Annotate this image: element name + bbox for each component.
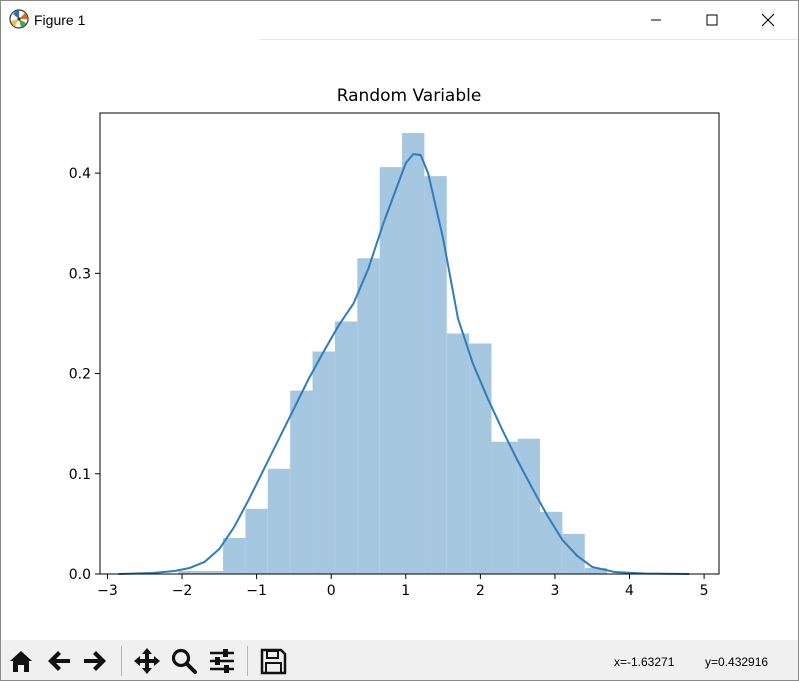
histogram-bars <box>178 133 608 574</box>
maximize-icon <box>706 14 718 26</box>
cursor-y-coordinate: y=0.432916 <box>705 655 769 669</box>
x-tick-label: 1 <box>401 583 410 599</box>
kde-curve <box>118 153 690 575</box>
x-tick-label: −2 <box>172 583 193 599</box>
close-icon <box>761 13 775 27</box>
configure-subplots-button[interactable] <box>206 645 238 677</box>
histogram-bar-9 <box>402 133 425 574</box>
home-icon <box>10 651 32 672</box>
histogram-chart[interactable]: Random Variable −3 −2 −1 0 1 2 3 4 5 0.00.10.20.… <box>1 40 798 640</box>
x-tick-label: 5 <box>700 583 709 599</box>
histogram-bar-12 <box>469 343 492 574</box>
home-button[interactable] <box>5 645 37 677</box>
x-tick-label: 2 <box>476 583 485 599</box>
navigation-toolbar: x=-1.63271 y=0.432916 <box>1 640 798 680</box>
forward-button[interactable] <box>79 645 111 677</box>
histogram-bar-17 <box>584 567 608 574</box>
x-tick-label: −1 <box>246 583 267 599</box>
y-tick-label: 0.4 <box>69 166 91 182</box>
cursor-x-coordinate: x=-1.63271 <box>614 655 675 669</box>
chart-title: Random Variable <box>337 86 482 106</box>
minimize-button[interactable] <box>633 1 679 39</box>
axes-frame <box>99 112 720 575</box>
histogram-bar-5 <box>312 351 335 574</box>
x-tick-label: −3 <box>97 583 118 599</box>
minimize-icon <box>651 19 661 21</box>
histogram-bar-13 <box>491 441 518 574</box>
y-tick-label: 0.2 <box>69 367 91 383</box>
x-tick-label: 0 <box>327 583 336 599</box>
matplotlib-logo-icon <box>9 9 29 29</box>
figure-canvas[interactable]: Random Variable −3 −2 −1 0 1 2 3 4 5 0.0 0.1 0.2 0.… <box>1 40 798 640</box>
back-button[interactable] <box>43 645 75 677</box>
x-tick-label: 4 <box>625 583 634 599</box>
x-tick-label: 3 <box>550 583 559 599</box>
title-bar[interactable]: Figure 1 <box>1 1 798 39</box>
save-button[interactable] <box>257 645 289 677</box>
histogram-bar-16 <box>562 533 585 574</box>
y-tick-label: 0.3 <box>69 266 91 282</box>
histogram-bar-8 <box>379 167 403 574</box>
move-icon <box>134 648 160 674</box>
arrow-right-icon <box>84 651 106 671</box>
sliders-icon <box>210 649 234 673</box>
histogram-bar-2 <box>245 508 268 574</box>
histogram-bar-4 <box>290 390 313 574</box>
arrow-left-icon <box>48 651 70 671</box>
magnifier-icon <box>171 648 197 674</box>
histogram-bar-0 <box>178 570 224 574</box>
toolbar-separator <box>247 646 248 676</box>
title-divider <box>259 39 798 40</box>
y-tick-label: 0.0 <box>69 567 91 583</box>
histogram-bar-1 <box>223 537 246 574</box>
histogram-bar-10 <box>424 176 447 574</box>
x-axis-ticks: −3 −2 −1 0 1 2 3 4 5 <box>97 574 709 599</box>
histogram-bar-3 <box>267 468 291 574</box>
histogram-bar-11 <box>446 333 470 574</box>
pan-button[interactable] <box>131 645 163 677</box>
maximize-button[interactable] <box>689 1 735 39</box>
close-button[interactable] <box>745 1 791 39</box>
histogram-bar-14 <box>517 438 541 574</box>
floppy-disk-icon <box>260 648 287 675</box>
histogram-bar-6 <box>334 321 358 574</box>
histogram-bar-15 <box>540 511 563 574</box>
histogram-bar-7 <box>357 258 380 574</box>
toolbar-separator <box>121 646 122 676</box>
y-axis-ticks: 0.0 0.1 0.2 0.3 0.4 <box>69 166 100 583</box>
y-tick-label: 0.1 <box>69 467 91 483</box>
zoom-button[interactable] <box>168 645 200 677</box>
window-title: Figure 1 <box>34 12 86 28</box>
